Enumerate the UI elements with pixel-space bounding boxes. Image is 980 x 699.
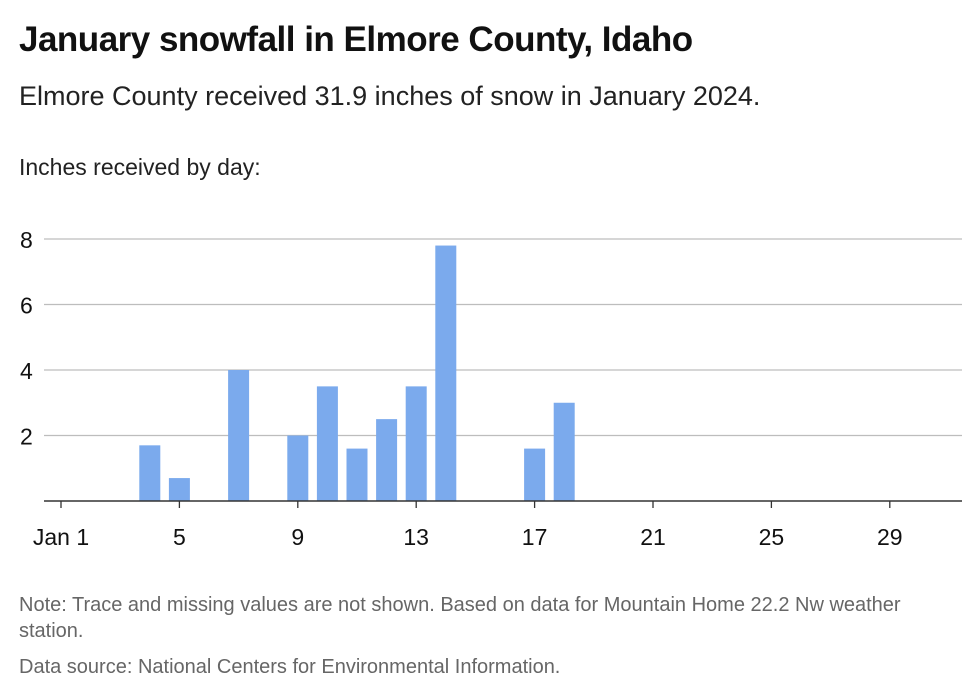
bar-day-7 — [228, 370, 250, 501]
data-source: Data source: National Centers for Enviro… — [19, 656, 561, 678]
bars — [139, 245, 575, 501]
chart-note: Note: Trace and missing values are not s… — [19, 594, 901, 642]
bar-day-11 — [346, 448, 368, 501]
x-tick-label: Jan 1 — [33, 524, 89, 550]
x-tick-label: 29 — [877, 524, 903, 550]
y-tick-label: 4 — [20, 358, 33, 384]
bar-day-14 — [435, 245, 457, 501]
x-tick-label: 25 — [759, 524, 785, 550]
gridlines — [44, 238, 962, 437]
bar-day-10 — [316, 386, 338, 501]
bar-day-12 — [376, 419, 398, 501]
bar-day-13 — [405, 386, 427, 501]
bar-day-5 — [168, 478, 190, 501]
bar-day-9 — [287, 435, 309, 501]
y-tick-label: 8 — [20, 227, 33, 253]
y-tick-label: 6 — [20, 293, 33, 319]
bar-day-18 — [553, 402, 575, 501]
y-axis-caption: Inches received by day: — [19, 154, 261, 180]
x-tick-label: 9 — [291, 524, 304, 550]
x-tick-label: 5 — [173, 524, 186, 550]
x-tick-label: 21 — [640, 524, 666, 550]
y-tick-label: 2 — [20, 424, 33, 450]
bar-day-17 — [524, 448, 546, 501]
chart-subtitle: Elmore County received 31.9 inches of sn… — [19, 81, 761, 111]
x-tick-label: 13 — [403, 524, 429, 550]
x-tick-label: 17 — [522, 524, 548, 550]
chart-title: January snowfall in Elmore County, Idaho — [19, 20, 693, 59]
axes: 2 4 6 8 Jan 1 5 9 13 17 21 25 29 — [20, 227, 962, 550]
bar-day-4 — [139, 445, 161, 501]
